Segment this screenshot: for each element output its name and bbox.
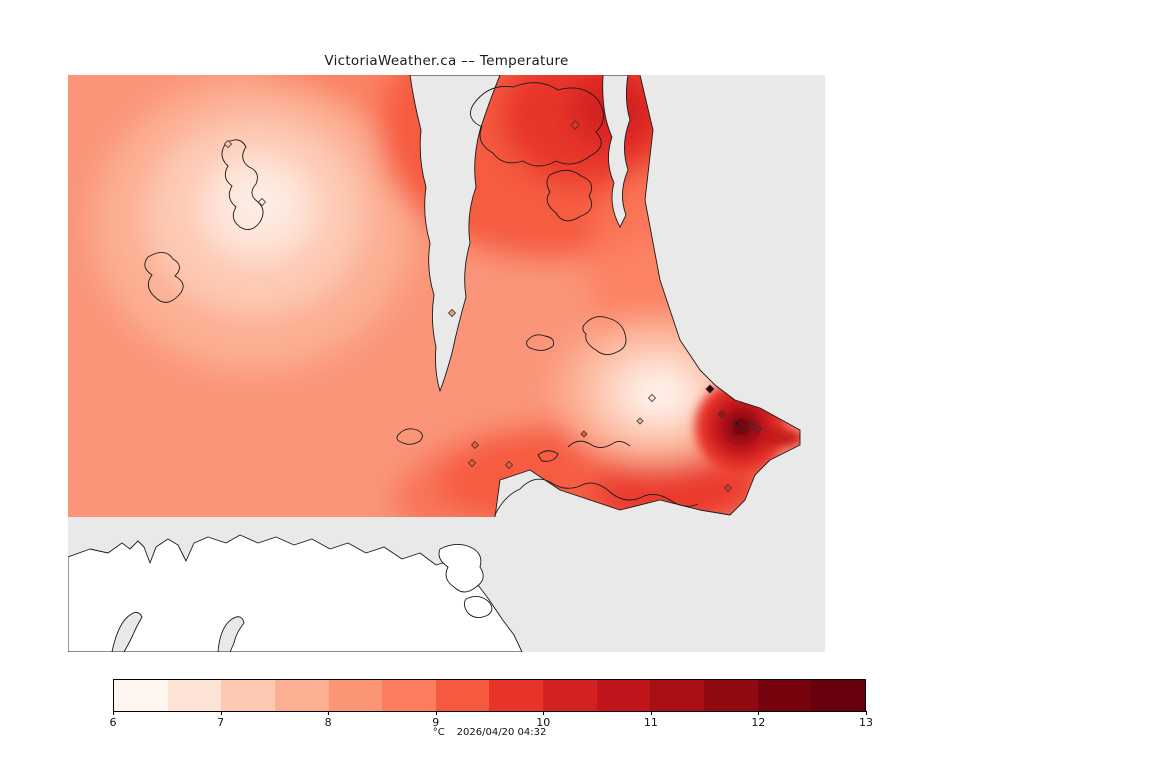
colorbar-tick-label: 6 (109, 716, 117, 729)
colorbar-tick-mark (113, 711, 114, 715)
stations-layer (223, 120, 763, 493)
colorbar-segment (382, 680, 436, 711)
colorbar-tick-label: 9 (432, 716, 440, 729)
station-marker (747, 419, 757, 429)
station-marker (257, 197, 267, 207)
station-marker (570, 120, 580, 130)
colorbar-tick-mark (435, 711, 437, 715)
coastline-field-edge (494, 74, 801, 518)
island-channel (602, 74, 631, 228)
water-inlets-south (111, 612, 245, 653)
colorbar-segment (489, 680, 544, 711)
station-marker (717, 409, 727, 419)
colorbar-tick-mark (866, 711, 867, 715)
unit-label: °C (432, 727, 445, 738)
colorbar-tick-label: 8 (324, 716, 332, 729)
colorbar-segment (221, 680, 275, 711)
station-marker (636, 417, 644, 425)
station-marker (647, 393, 657, 403)
colorbar-segment (114, 680, 168, 711)
station-marker (580, 430, 588, 438)
colorbar-segment (274, 680, 329, 711)
water-channels (409, 74, 631, 393)
colorbar-tick-mark (543, 711, 545, 715)
colorbar-tick-mark (650, 711, 652, 715)
colorbar-segment (811, 680, 865, 711)
colorbar-tick-label: 7 (217, 716, 225, 729)
colorbar-tick-label: 13 (859, 716, 873, 729)
colorbar-segment (704, 680, 758, 711)
land-outside-field (67, 534, 523, 653)
colorbar-tick-mark (220, 711, 222, 715)
station-marker (723, 483, 733, 493)
station-marker (739, 423, 749, 433)
colorbar-segment (757, 680, 812, 711)
colorbar-tick-label: 11 (643, 716, 658, 729)
colorbar-segment (328, 680, 383, 711)
station-marker (447, 308, 457, 318)
colorbar-tick-mark (328, 711, 330, 715)
colorbar-segment (650, 680, 705, 711)
timestamp-label: 2026/04/20 04:32 (456, 727, 547, 738)
colorbar-segment (596, 680, 651, 711)
map-canvas (67, 74, 825, 653)
colorbar-tick-mark (758, 711, 760, 715)
station-marker (705, 384, 715, 394)
colorbar-segment (167, 680, 222, 711)
colorbar-segment (435, 680, 490, 711)
colorbar-segment (543, 680, 597, 711)
inlet-channel (409, 74, 501, 393)
colorbar (113, 679, 866, 712)
station-marker (467, 458, 477, 468)
station-marker (753, 424, 763, 434)
station-marker (504, 460, 514, 470)
colorbar-tick-label: 12 (751, 716, 766, 729)
temperature-map (67, 74, 825, 653)
colorbar-caption: °C 2026/04/20 04:32 (113, 727, 866, 738)
colorbar-ticks: 6 7 8 9 10 11 12 13 (109, 711, 873, 730)
station-marker (732, 419, 742, 429)
station-marker (223, 139, 233, 149)
station-marker (470, 440, 480, 450)
colorbar-segments (114, 680, 865, 711)
map-title: VictoriaWeather.ca –– Temperature (324, 53, 569, 69)
colorbar-tick-label: 10 (536, 716, 551, 729)
coastlines (144, 82, 699, 516)
